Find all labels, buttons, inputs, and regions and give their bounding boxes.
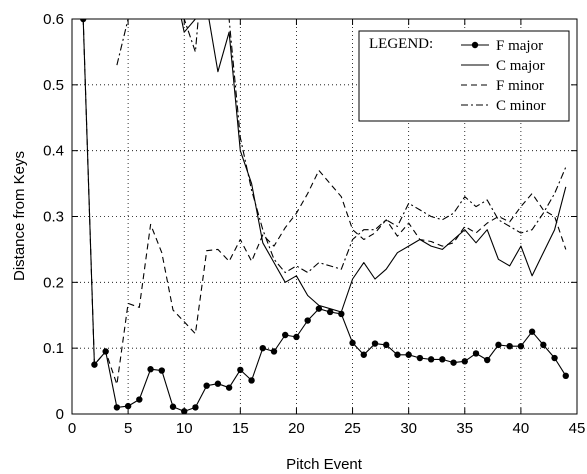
data-point-f-major xyxy=(203,382,210,389)
data-point-f-major xyxy=(169,403,177,410)
y-tick-label: 0.5 xyxy=(43,77,64,94)
legend-entry-c-minor: C minor xyxy=(461,98,546,114)
x-tick-label: 5 xyxy=(124,420,132,437)
data-point-f-major xyxy=(371,340,379,347)
legend-label-c-minor: C minor xyxy=(496,98,546,114)
data-point-f-major xyxy=(293,333,300,341)
data-point-f-major xyxy=(270,348,278,355)
data-point-f-major xyxy=(484,356,491,364)
y-tick-label: 0 xyxy=(56,406,64,423)
y-axis-label: Distance from Keys xyxy=(11,151,28,281)
legend-box xyxy=(358,30,570,122)
data-point-f-major xyxy=(360,351,367,358)
legend-label-f-major: F major xyxy=(496,38,543,54)
legend-entry-f-minor: F minor xyxy=(461,78,544,94)
x-tick-label: 30 xyxy=(400,420,417,437)
data-point-f-major xyxy=(237,366,244,374)
data-point-f-major xyxy=(136,396,143,403)
legend-label-c-major: C major xyxy=(496,58,545,74)
data-point-f-major xyxy=(562,372,569,380)
x-tick-label: 20 xyxy=(288,420,305,437)
data-point-f-major xyxy=(472,350,480,357)
series-layer xyxy=(80,19,569,414)
x-tick-label: 10 xyxy=(176,420,193,437)
data-point-f-major xyxy=(124,402,132,410)
tick-labels: 0 5 10 15 20 25 30 35 40 45 0 0.1 0.2 0.3 0.4 0.5 0.6 xyxy=(43,11,585,437)
data-point-f-major xyxy=(517,342,525,350)
data-point-f-major xyxy=(551,354,558,362)
data-point-f-major xyxy=(461,358,468,365)
data-point-f-major xyxy=(248,377,255,384)
data-point-f-major xyxy=(259,344,266,352)
data-point-f-major xyxy=(506,342,513,350)
data-point-f-major xyxy=(315,305,323,312)
legend-title: LEGEND: xyxy=(369,36,433,52)
axis-ticks xyxy=(71,18,578,415)
legend-entry-f-major: F major xyxy=(461,38,543,54)
y-tick-label: 0.6 xyxy=(43,11,64,28)
data-point-f-major xyxy=(495,341,502,349)
series-line-f-minor xyxy=(82,19,567,385)
data-point-f-major xyxy=(158,367,165,374)
data-point-f-major xyxy=(304,317,311,324)
series-line-c-major xyxy=(83,19,567,313)
x-axis-label: Pitch Event xyxy=(286,456,363,473)
data-point-f-major xyxy=(416,354,424,362)
data-point-f-major xyxy=(338,310,345,318)
x-tick-label: 40 xyxy=(513,420,530,437)
series-c-major xyxy=(83,19,567,313)
x-tick-label: 45 xyxy=(569,420,586,437)
x-tick-label: 35 xyxy=(456,420,473,437)
x-tick-label: 0 xyxy=(68,420,76,437)
data-point-f-major xyxy=(540,341,547,349)
series-c-minor xyxy=(116,19,567,274)
y-tick-label: 0.1 xyxy=(43,340,64,357)
y-tick-label: 0.4 xyxy=(43,143,64,160)
y-tick-label: 0.3 xyxy=(43,209,64,226)
series-line-c-minor xyxy=(116,19,567,274)
data-point-f-major xyxy=(383,341,390,349)
grid-lines xyxy=(72,19,577,414)
data-point-f-major xyxy=(439,356,446,363)
x-tick-label: 15 xyxy=(232,420,249,437)
x-tick-label: 25 xyxy=(344,420,361,437)
data-point-f-major xyxy=(394,351,401,358)
legend: LEGEND: F major C major F minor C minor xyxy=(358,30,570,122)
data-point-f-major xyxy=(405,351,412,358)
data-point-f-major xyxy=(427,356,435,363)
data-point-f-major xyxy=(450,359,457,366)
legend-entry-c-major: C major xyxy=(461,58,545,74)
legend-label-f-minor: F minor xyxy=(496,78,544,94)
data-point-f-major xyxy=(528,328,536,335)
data-point-f-major xyxy=(225,384,233,391)
data-point-f-major xyxy=(214,380,222,387)
series-f-minor xyxy=(82,19,567,385)
data-point-f-major xyxy=(326,308,334,316)
data-point-f-major xyxy=(147,366,154,373)
y-tick-label: 0.2 xyxy=(43,274,64,291)
data-point-f-major xyxy=(113,404,121,411)
data-point-f-major xyxy=(349,339,356,347)
data-point-f-major xyxy=(192,404,199,411)
legend-marker-f-major xyxy=(471,41,479,49)
data-point-f-major xyxy=(282,331,289,339)
